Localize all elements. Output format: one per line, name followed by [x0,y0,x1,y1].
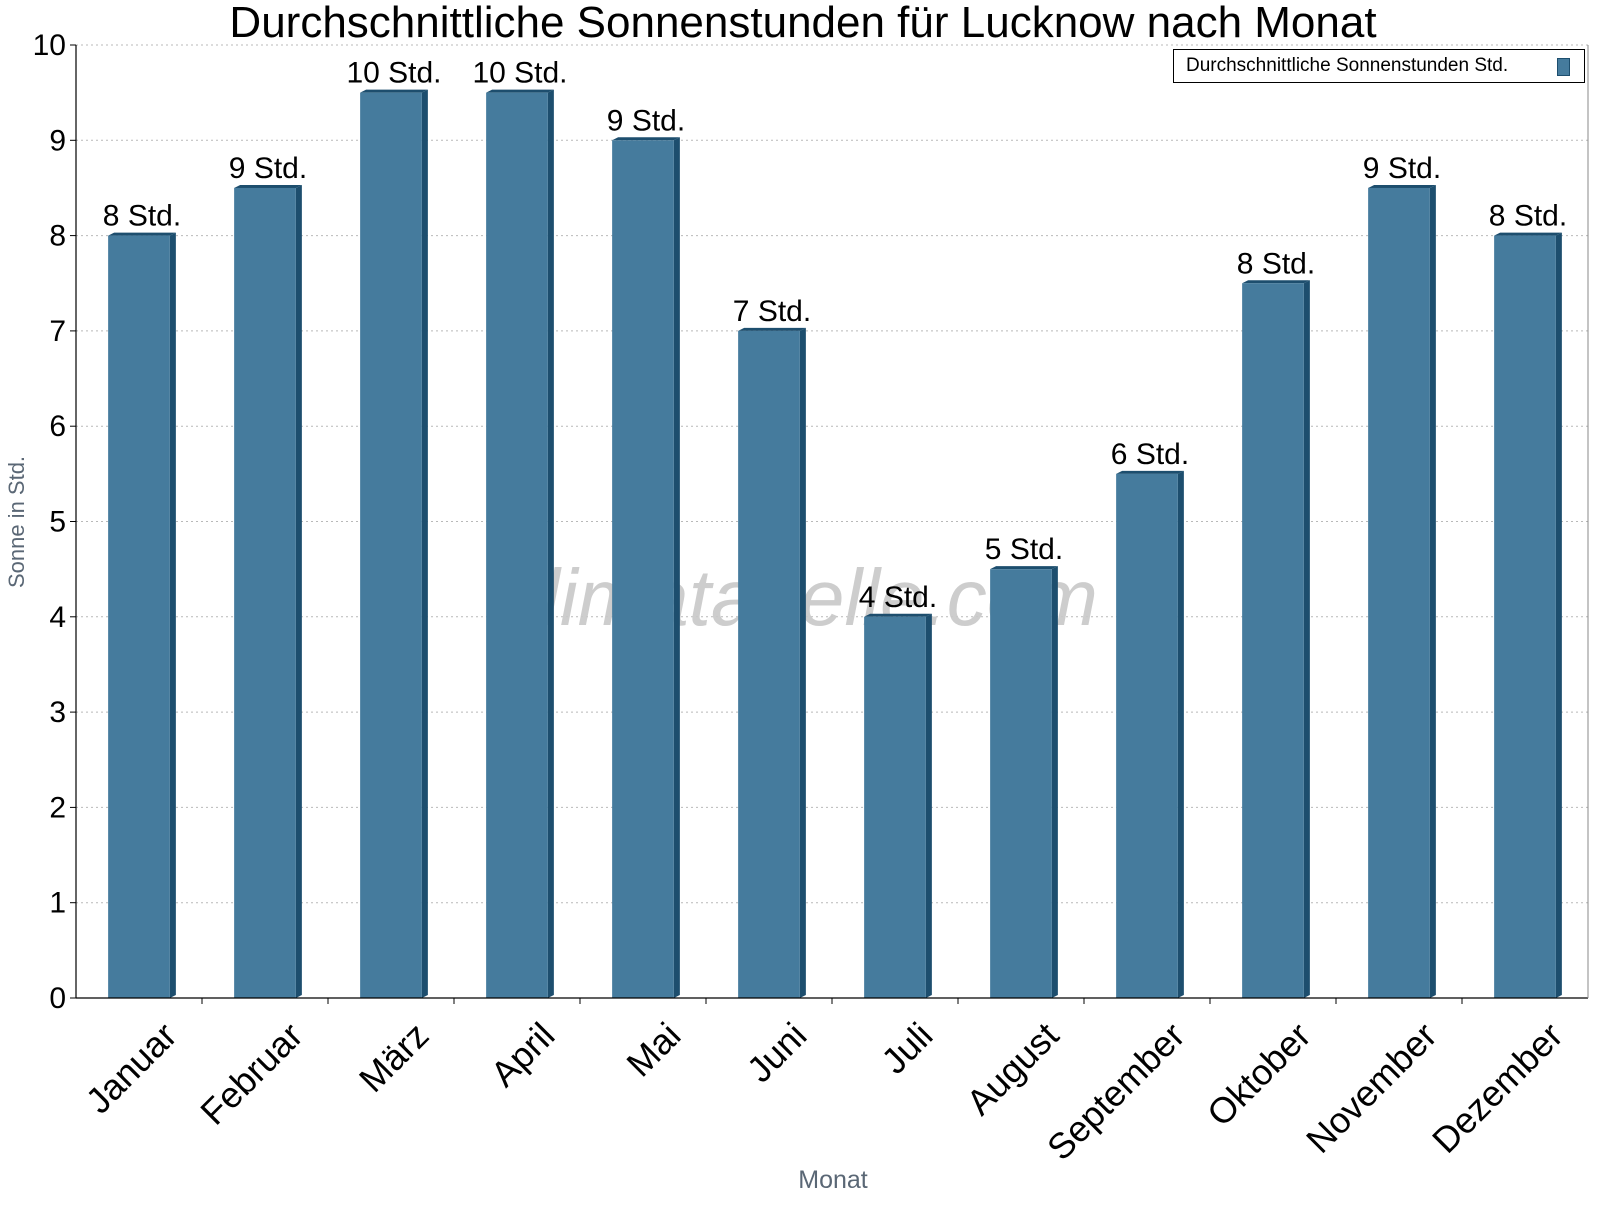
bar-value-label: 8 Std. [1489,200,1567,233]
bar [360,92,422,998]
x-tick-label: Dezember [1424,1014,1570,1160]
bar-top [234,184,302,188]
bar-value-label: 8 Std. [1237,247,1315,280]
bar-side [1303,280,1310,998]
y-axis-label: Sonne in Std. [4,456,29,588]
legend-series-label: Durchschnittliche Sonnenstunden Std. [1186,55,1509,76]
chart-title: Durchschnittliche Sonnenstunden für Luck… [229,0,1376,47]
x-tick-label: November [1298,1014,1444,1160]
bar-top [1494,232,1562,236]
legend-swatch [1557,58,1570,76]
bar-value-label: 9 Std. [607,104,685,137]
x-tick-label: Juli [873,1014,940,1081]
bar-top [486,89,554,93]
bar-value-label: 4 Std. [859,581,937,614]
bar-side [169,232,176,999]
bar [864,616,926,998]
bar-value-label: 10 Std. [472,57,567,90]
x-tick-label: August [958,1014,1066,1122]
bar-side [1555,232,1562,999]
y-tick-label: 5 [49,506,66,539]
bar-top [108,232,176,236]
y-tick-label: 7 [49,315,66,348]
bar-value-label: 10 Std. [346,57,441,90]
bar [990,569,1052,998]
bar-value-label: 9 Std. [229,152,307,185]
bar-top [360,89,428,93]
y-tick-label: 8 [49,220,66,253]
bar-side [1429,184,1436,998]
y-tick-label: 3 [49,696,66,729]
bar-value-label: 9 Std. [1363,152,1441,185]
bar-top [990,566,1058,570]
y-tick-label: 10 [33,29,66,62]
y-tick-label: 2 [49,791,66,824]
y-tick-label: 4 [49,601,66,634]
bar-top [738,327,806,331]
bar-side [1051,566,1058,998]
bar-side [925,613,932,998]
y-tick-label: 9 [49,124,66,157]
bar [1368,187,1430,998]
bar [1494,235,1556,999]
legend: Durchschnittliche Sonnenstunden Std. [1173,49,1585,83]
bar-top [864,613,932,617]
y-tick-label: 1 [49,887,66,920]
x-tick-label: Mai [618,1014,688,1084]
bar [234,187,296,998]
bar-value-label: 6 Std. [1111,438,1189,471]
x-axis-label: Monat [798,1166,868,1194]
bar [738,330,800,998]
x-tick-label: Oktober [1199,1014,1319,1134]
bar [1116,473,1178,999]
bar-side [799,327,806,998]
x-tick-label: Februar [192,1014,310,1132]
bar-side [295,184,302,998]
x-tick-label: Juni [739,1014,815,1090]
bar-top [1368,184,1436,188]
x-tick-label: März [351,1014,437,1100]
bar-top [1116,470,1184,474]
bar-top [1242,280,1310,284]
x-tick-label: April [483,1014,563,1094]
bar [486,92,548,998]
bar [612,140,674,999]
bar-value-label: 7 Std. [733,295,811,328]
x-tick-label: September [1039,1014,1193,1168]
bar-side [421,89,428,998]
bar [108,235,170,999]
bar-side [673,137,680,999]
bar [1242,283,1304,998]
y-tick-label: 6 [49,410,66,443]
bar-side [547,89,554,998]
bars-layer: 8 Std. 9 Std. 10 Std. 10 Std. 9 Std. 7 Std. 4 … [103,57,1567,999]
bar-side [1177,470,1184,999]
bar-value-label: 8 Std. [103,200,181,233]
bar-value-label: 5 Std. [985,533,1063,566]
y-tick-label: 0 [49,982,66,1015]
x-tick-label: Januar [78,1014,185,1121]
grid-layer [76,44,1588,904]
bar-top [612,137,680,141]
